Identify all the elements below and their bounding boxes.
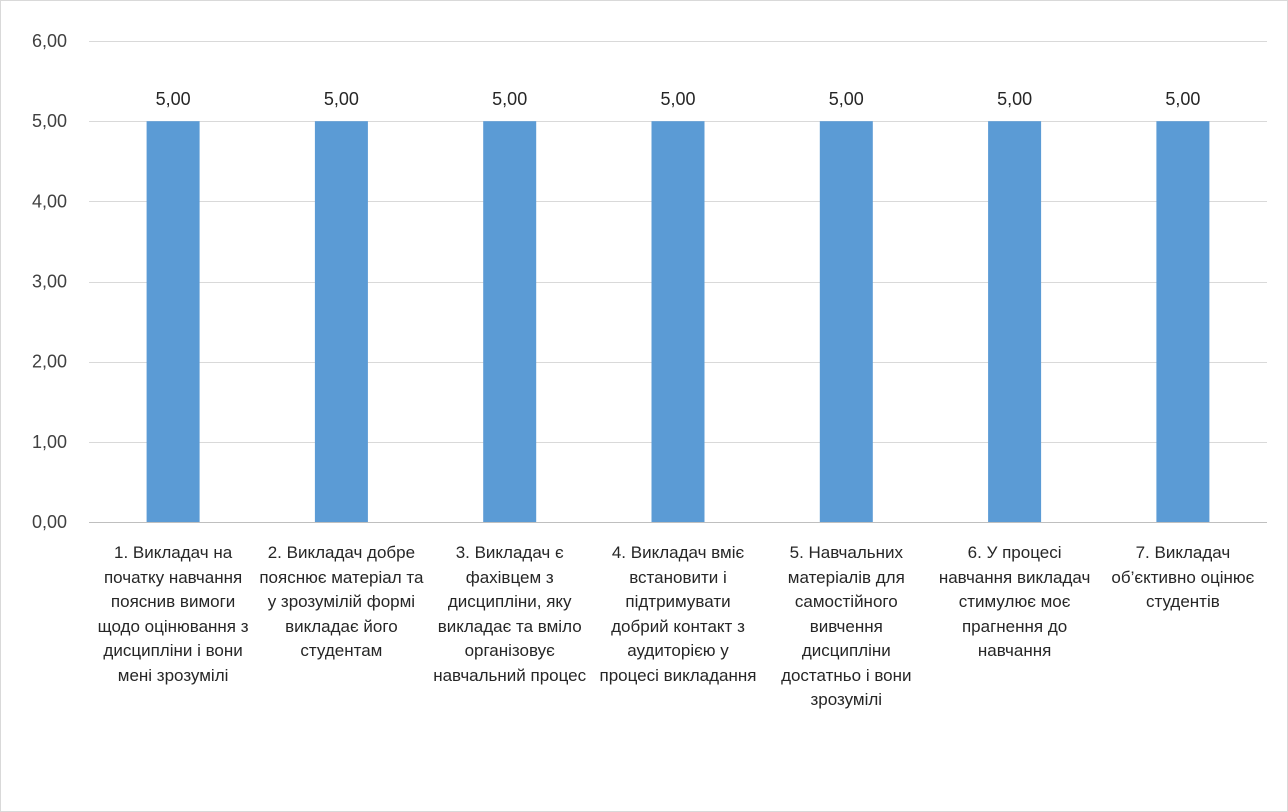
- y-axis-tick-labels: 0,00 1,00 2,00 3,00 4,00 5,00 6,00: [32, 31, 67, 532]
- bar: [146, 121, 200, 522]
- data-label: 5,00: [1165, 89, 1200, 109]
- y-tick-label: 4,00: [32, 191, 67, 211]
- bar: [483, 121, 537, 522]
- x-tick-label: 4. Викладач вміє встановити і підтримува…: [599, 543, 757, 685]
- bar: [1156, 121, 1210, 522]
- x-tick-label: 1. Викладач на початку навчання пояснив …: [97, 543, 249, 685]
- bars: [146, 121, 1210, 522]
- data-label: 5,00: [997, 89, 1032, 109]
- y-tick-label: 5,00: [32, 111, 67, 131]
- bar: [988, 121, 1042, 522]
- data-label: 5,00: [156, 89, 191, 109]
- y-tick-label: 0,00: [32, 512, 67, 532]
- x-tick-label: 2. Викладач добре пояснює матеріал та у …: [259, 543, 424, 660]
- bar: [651, 121, 705, 522]
- y-tick-label: 3,00: [32, 272, 67, 292]
- data-label: 5,00: [660, 89, 695, 109]
- data-labels: 5,00 5,00 5,00 5,00 5,00 5,00 5,00: [156, 89, 1201, 109]
- x-tick-label: 5. Навчальних матеріалів для самостійног…: [781, 543, 912, 709]
- y-tick-label: 1,00: [32, 432, 67, 452]
- y-tick-label: 2,00: [32, 352, 67, 372]
- x-tick-label: 7. Викладач об’єктивно оцінює студентів: [1111, 543, 1255, 611]
- bar: [314, 121, 368, 522]
- x-tick-label: 6. У процесі навчання викладач стимулює …: [938, 543, 1091, 660]
- y-tick-label: 6,00: [32, 31, 67, 51]
- data-label: 5,00: [324, 89, 359, 109]
- data-label: 5,00: [829, 89, 864, 109]
- data-label: 5,00: [492, 89, 527, 109]
- bar: [819, 121, 873, 522]
- x-tick-label: 3. Викладач є фахівцем з дисципліни, яку…: [433, 543, 587, 685]
